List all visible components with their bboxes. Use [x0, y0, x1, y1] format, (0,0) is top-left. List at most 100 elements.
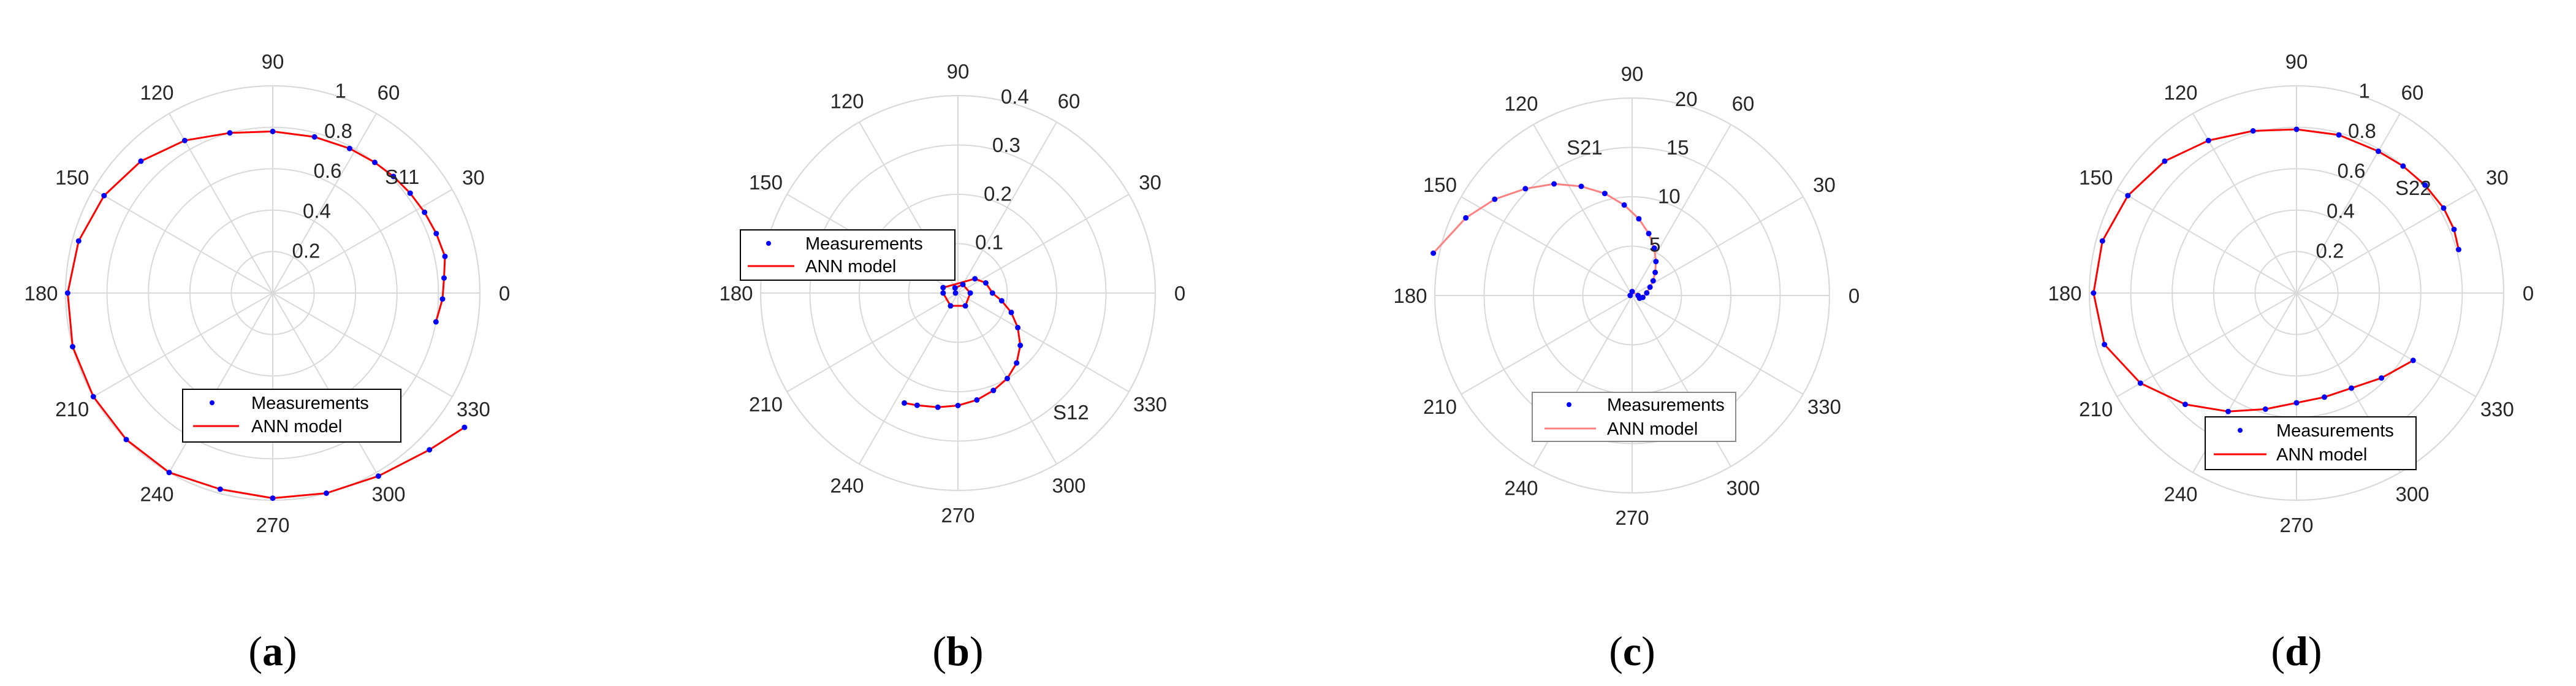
measurement-point — [433, 319, 439, 325]
series-label: S12 — [1053, 401, 1089, 424]
grid-spoke — [2116, 189, 2297, 294]
measurement-point — [974, 397, 980, 403]
measurement-point — [270, 128, 276, 134]
measurement-point — [998, 298, 1005, 304]
grid-spoke — [2192, 113, 2297, 294]
radius-tick-label: 0.3 — [992, 134, 1020, 156]
radius-tick-label: 1 — [335, 80, 346, 102]
angle-tick-label: 240 — [830, 474, 864, 497]
measurement-point — [64, 290, 70, 296]
legend-label-model: ANN model — [1607, 419, 1698, 439]
angle-tick-label: 270 — [1615, 506, 1649, 529]
angle-tick-label: 60 — [378, 82, 400, 104]
grid-spoke — [1461, 196, 1633, 296]
measurement-point — [1014, 360, 1020, 366]
grid-spoke — [786, 292, 959, 392]
measurement-point — [902, 400, 907, 406]
radius-tick-label: 0.2 — [984, 182, 1012, 205]
ann-model-series — [66, 130, 465, 500]
series-label: S22 — [2395, 177, 2431, 199]
angle-tick-label: 30 — [2486, 166, 2509, 189]
legend: Measurements ANN model — [2205, 416, 2417, 470]
radius-tick-label: 0.8 — [324, 120, 352, 142]
measurement-point — [372, 159, 378, 166]
grid-spoke — [957, 194, 1130, 294]
grid-spoke — [93, 292, 273, 397]
measurement-point — [2422, 182, 2428, 188]
measurement-point — [955, 403, 961, 408]
measurement-point — [982, 280, 989, 286]
measurement-point — [2225, 408, 2231, 414]
measurements-series — [2091, 126, 2461, 414]
polar-labels: 0 30 60 90 120 150 180 210 240 270 300 330 0.2 0.4 0.6… — [2048, 50, 2534, 536]
measurement-point — [75, 238, 82, 244]
measurement-point — [1015, 324, 1021, 330]
measurement-point — [90, 394, 96, 400]
ann-model-line — [66, 130, 465, 500]
measurement-point — [935, 404, 941, 410]
legend-label-measurements: Measurements — [251, 394, 369, 413]
grid-spoke — [1632, 295, 1804, 395]
radius-tick-label: 20 — [1675, 88, 1698, 110]
angle-tick-label: 90 — [2285, 50, 2308, 73]
measurement-point — [962, 303, 968, 309]
measurement-point — [311, 134, 317, 140]
measurement-point — [2336, 132, 2342, 138]
measurement-point — [1492, 196, 1498, 202]
measurement-point — [2400, 163, 2406, 169]
measurement-point — [462, 424, 468, 430]
legend: Measurements ANN model — [182, 389, 401, 443]
measurement-point — [1652, 269, 1658, 275]
radius-tick-label: 1 — [2358, 80, 2369, 102]
grid-spoke — [169, 292, 273, 473]
measurement-point — [1008, 310, 1014, 316]
measurement-point — [181, 137, 188, 143]
legend-label-model: ANN model — [2276, 445, 2367, 465]
measurement-point — [1017, 342, 1024, 348]
ann-model-line — [1432, 183, 1657, 299]
angle-tick-label: 180 — [2048, 282, 2081, 305]
measurement-point — [2205, 137, 2211, 143]
grid-spoke — [1461, 295, 1633, 395]
measurement-point — [227, 130, 233, 136]
measurement-point — [2250, 128, 2256, 134]
panel-caption: (b) — [932, 628, 983, 674]
angle-tick-label: 300 — [1052, 474, 1085, 497]
angle-tick-label: 0 — [1848, 284, 1860, 307]
angle-tick-label: 60 — [1058, 90, 1081, 112]
measurement-point — [2293, 400, 2300, 406]
radius-tick-label: 0.4 — [2327, 199, 2355, 222]
ann-model-line — [904, 278, 1022, 408]
angle-tick-label: 30 — [1139, 171, 1161, 194]
measurement-point — [967, 290, 973, 296]
measurement-point — [427, 447, 433, 453]
panel-caption-letter: c — [1623, 628, 1641, 674]
angle-tick-label: 330 — [2480, 398, 2514, 421]
angle-tick-label: 0 — [499, 282, 510, 305]
radius-tick-label: 0.6 — [313, 159, 341, 182]
measurements-series — [1430, 181, 1659, 301]
radius-tick-label: 0.4 — [303, 199, 331, 222]
measurement-point — [270, 495, 276, 501]
grid-spoke — [272, 113, 377, 294]
measurement-point — [375, 473, 381, 479]
series-label: S21 — [1567, 136, 1603, 159]
panel-caption-letter: a — [262, 628, 283, 674]
angle-tick-label: 210 — [2079, 398, 2113, 421]
angle-tick-label: 300 — [1726, 477, 1760, 500]
grid-spoke — [1533, 124, 1633, 296]
angle-tick-label: 120 — [1504, 92, 1538, 115]
angle-tick-label: 180 — [24, 282, 58, 305]
measurement-point — [2376, 148, 2381, 154]
radius-tick-label: 15 — [1666, 136, 1689, 159]
measurement-point — [989, 290, 995, 296]
angle-tick-label: 30 — [462, 166, 485, 189]
measurement-point — [70, 344, 75, 349]
measurement-point — [324, 490, 329, 496]
measurement-point — [2137, 380, 2143, 386]
legend-marker-measurements — [766, 241, 771, 246]
angle-tick-label: 0 — [2523, 282, 2534, 305]
measurement-point — [422, 209, 428, 215]
angle-tick-label: 150 — [55, 166, 89, 189]
